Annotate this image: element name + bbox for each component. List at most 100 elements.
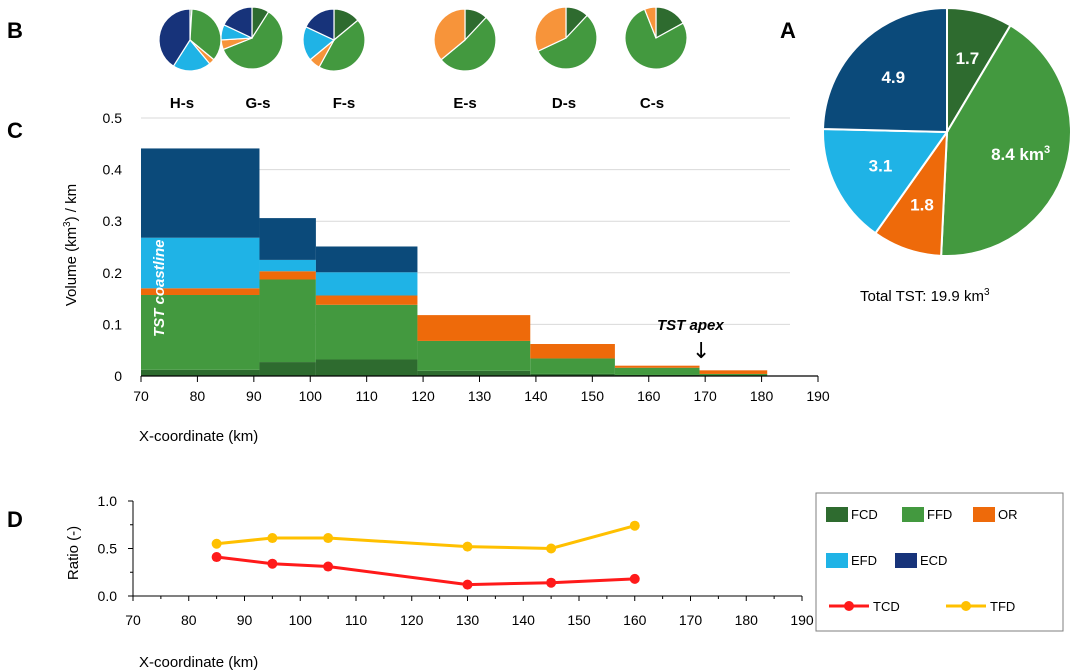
panel-c-xtick: 170: [693, 388, 717, 404]
bar-c-1-ffd: [259, 279, 316, 363]
tst-apex-annotation: TST apex: [657, 317, 724, 334]
legend-swatch-fcd: [826, 507, 848, 522]
legend-label-fcd: FCD: [851, 507, 878, 522]
panel-d-ytick: 0.0: [98, 588, 118, 604]
pie-a-label-ffd: 8.4 km3: [991, 144, 1050, 164]
panel-d-ylabel: Ratio (-): [65, 526, 82, 580]
bar-c-1-ecd: [259, 218, 316, 260]
pie-a-label-or: 1.8: [910, 196, 934, 215]
legend-marker-tcd: [844, 601, 854, 611]
panel-d-xtick: 190: [790, 612, 814, 628]
bar-c-1-efd: [259, 259, 316, 272]
bar-c-2-ecd: [315, 246, 418, 273]
pie-b-slice-c-s-ffd: [624, 8, 688, 70]
panel-c-xtick: 120: [411, 388, 435, 404]
legend-swatch-ecd: [895, 553, 917, 568]
panel-d-xtick: 170: [679, 612, 703, 628]
bar-c-2-or: [315, 295, 418, 305]
pie-b-slice-d-s-ffd: [537, 14, 598, 70]
point-tcd: [629, 573, 640, 584]
panel-c-xtick: 80: [190, 388, 206, 404]
bar-c-3-ffd: [417, 340, 531, 371]
panel-letter-b: B: [7, 18, 23, 43]
legend-swatch-ffd: [902, 507, 924, 522]
tst-coastline-annotation: TST coastline: [151, 239, 168, 337]
pie-b-label-h-s: H-s: [170, 95, 194, 112]
pie-b-slice-g-s-ffd: [222, 11, 284, 70]
panel-d-ytick: 1.0: [98, 493, 118, 509]
panel-a-total: Total TST: 19.9 km3: [860, 287, 990, 305]
panel-d-xtick: 150: [567, 612, 591, 628]
bar-c-0-efd: [141, 237, 260, 289]
legend-label-tfd: TFD: [990, 599, 1015, 614]
pie-a-slice-ecd: [822, 6, 948, 134]
point-tcd: [267, 558, 278, 569]
panel-c-chart: 0 0.1 0.2 0.3 0.4 0.5 70 80 90 100 110 120 130 140 150…: [103, 110, 830, 404]
panel-d-xtick: 120: [400, 612, 424, 628]
panel-d-xtick: 90: [237, 612, 253, 628]
line-tcd: [216, 555, 635, 587]
pie-b-slice-d-s-or: [534, 6, 567, 52]
pie-a-slice-ffd: [940, 24, 1070, 257]
bar-c-5-ffd: [614, 367, 700, 375]
legend: FCD FFD OR EFD ECD TCD TFD: [826, 507, 1018, 614]
panel-c-xtick: 70: [133, 388, 149, 404]
pie-b-label-e-s: E-s: [453, 95, 476, 112]
point-tcd: [462, 579, 473, 590]
bar-c-0-or: [141, 288, 260, 295]
pie-b-slice-f-s-ecd: [305, 8, 335, 41]
pie-b-label-c-s: C-s: [640, 95, 664, 112]
bar-c-0-ecd: [141, 148, 260, 238]
point-tfd: [211, 538, 222, 549]
bar-c-2-ffd: [315, 304, 418, 360]
panel-c-ytick: 0: [114, 368, 122, 384]
bar-c-3-or: [417, 315, 531, 341]
legend-swatch-efd: [826, 553, 848, 568]
tst-apex-arrow: ↓: [692, 339, 710, 364]
point-tfd: [462, 541, 473, 552]
point-tfd: [267, 533, 278, 544]
pie-b-slice-h-s-efd: [172, 38, 211, 72]
pie-a-slice-efd: [822, 128, 949, 235]
point-tfd: [323, 533, 334, 544]
bar-c-2-fcd: [315, 359, 418, 376]
panel-c-xtick: 140: [524, 388, 548, 404]
legend-box: [815, 492, 1064, 632]
bar-c-0-ffd: [141, 294, 260, 370]
panel-c-xtick: 150: [581, 388, 605, 404]
panel-d-xtick: 80: [181, 612, 197, 628]
bar-c-1-fcd: [259, 362, 316, 376]
legend-marker-tfd: [961, 601, 971, 611]
legend-label-efd: EFD: [851, 553, 877, 568]
legend-label-ffd: FFD: [927, 507, 952, 522]
legend-swatch-or: [973, 507, 995, 522]
pie-a-label-fcd: 1.7: [956, 49, 980, 68]
panel-d-xtick: 180: [735, 612, 759, 628]
bar-c-5-or: [614, 365, 700, 368]
bar-c-3-fcd: [417, 370, 531, 376]
panel-letter-d: D: [7, 507, 23, 532]
pie-b-slice-c-s-or: [643, 6, 657, 39]
point-tcd: [323, 561, 334, 572]
pie-b-slice-e-s-or: [433, 8, 466, 61]
panel-c-xlabel: X-coordinate (km): [139, 428, 258, 445]
bar-c-6-or: [699, 370, 768, 374]
point-tcd: [546, 577, 557, 588]
bar-c-1-or: [259, 271, 316, 280]
panel-d-xtick: 70: [125, 612, 141, 628]
point-tcd: [211, 552, 222, 563]
pie-b-label-f-s: F-s: [333, 95, 356, 112]
panel-d-xtick: 110: [345, 612, 368, 628]
point-tfd: [629, 520, 640, 531]
pie-a-label-ecd: 4.9: [881, 68, 905, 87]
panel-c-ytick: 0.1: [103, 316, 123, 332]
pie-b-slice-h-s-ffd: [189, 8, 222, 61]
panel-c-ytick: 0.4: [103, 162, 123, 178]
bar-c-4-or: [530, 344, 615, 359]
panel-d-xlabel: X-coordinate (km): [139, 654, 258, 671]
pie-b-slice-e-s-ffd: [440, 16, 497, 72]
legend-label-ecd: ECD: [920, 553, 947, 568]
bar-c-2-efd: [315, 272, 418, 296]
point-tfd: [546, 543, 557, 554]
